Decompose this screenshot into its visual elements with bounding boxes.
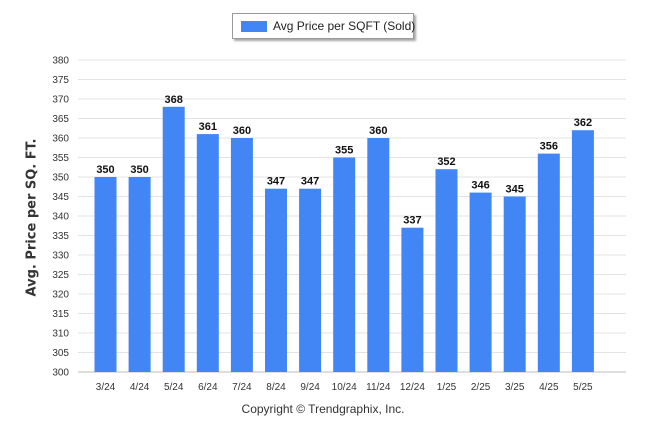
data-label: 347 xyxy=(267,176,285,188)
data-label: 355 xyxy=(335,145,353,157)
bar-3/24 xyxy=(94,177,117,372)
data-label: 345 xyxy=(506,184,524,196)
bars xyxy=(94,106,594,373)
legend-swatch xyxy=(241,21,267,32)
x-tick-label: 1/25 xyxy=(437,382,457,393)
data-label: 350 xyxy=(96,164,114,176)
data-label: 347 xyxy=(301,176,319,188)
x-tick-label: 9/24 xyxy=(300,382,320,393)
bar-4/25 xyxy=(537,153,560,372)
bar-12/24 xyxy=(401,227,424,372)
data-label: 360 xyxy=(369,125,387,137)
x-tick-label: 3/25 xyxy=(505,382,525,393)
y-tick-label: 350 xyxy=(52,173,69,184)
bar-3/25 xyxy=(503,196,526,372)
data-label: 350 xyxy=(130,164,148,176)
data-label: 361 xyxy=(199,121,217,133)
bar-4/24 xyxy=(128,177,151,372)
data-label: 352 xyxy=(437,156,455,168)
data-label: 356 xyxy=(540,141,558,153)
y-tick-label: 325 xyxy=(52,270,69,281)
y-tick-label: 370 xyxy=(52,95,69,106)
copyright-text: Copyright © Trendgraphix, Inc. xyxy=(241,402,405,416)
data-label: 346 xyxy=(471,180,489,192)
y-tick-label: 355 xyxy=(52,153,69,164)
y-tick-label: 305 xyxy=(52,348,69,359)
bar-2/25 xyxy=(469,192,492,372)
y-tick-label: 380 xyxy=(52,56,69,67)
x-tick-label: 4/25 xyxy=(539,382,559,393)
data-label: 368 xyxy=(165,94,183,106)
x-tick-label: 6/24 xyxy=(198,382,218,393)
bar-5/24 xyxy=(162,106,185,373)
bar-11/24 xyxy=(367,138,390,372)
y-tick-label: 360 xyxy=(52,134,69,145)
x-tick-label: 12/24 xyxy=(400,382,425,393)
bar-5/25 xyxy=(571,130,594,372)
data-labels: 350 350 368 361 360 347 347 355 360 337 352 346 345 3… xyxy=(96,94,592,227)
x-tick-label: 2/25 xyxy=(471,382,491,393)
y-tick-label: 340 xyxy=(52,212,69,223)
y-tick-label: 320 xyxy=(52,290,69,301)
y-tick-label: 330 xyxy=(52,251,69,262)
x-tick-label: 10/24 xyxy=(332,382,357,393)
y-axis-label: Avg. Price per SQ. FT. xyxy=(24,138,40,297)
y-tick-label: 375 xyxy=(52,75,69,86)
bar-9/24 xyxy=(299,188,322,372)
x-tick-label: 4/24 xyxy=(130,382,150,393)
x-tick-label: 11/24 xyxy=(366,382,391,393)
x-axis-ticks: 3/24 4/24 5/24 6/24 7/24 8/24 9/24 10/24 11/24 12… xyxy=(96,382,593,393)
bar-6/24 xyxy=(196,134,219,372)
y-axis-ticks: 300 305 310 315 320 325 330 335 340 345 350 355 360 3… xyxy=(52,56,69,379)
y-tick-label: 310 xyxy=(52,329,69,340)
bar-7/24 xyxy=(230,138,253,372)
y-tick-label: 315 xyxy=(52,309,69,320)
x-tick-label: 5/24 xyxy=(164,382,184,393)
x-tick-label: 3/24 xyxy=(96,382,116,393)
x-tick-label: 8/24 xyxy=(266,382,286,393)
x-tick-label: 5/25 xyxy=(573,382,593,393)
legend: Avg Price per SQFT (Sold) xyxy=(232,13,416,39)
y-tick-label: 335 xyxy=(52,231,69,242)
y-tick-label: 365 xyxy=(52,114,69,125)
data-label: 362 xyxy=(574,117,592,129)
bar-1/25 xyxy=(435,169,458,372)
data-label: 337 xyxy=(403,215,421,227)
y-tick-label: 345 xyxy=(52,192,69,203)
bar-10/24 xyxy=(333,157,356,372)
data-label: 360 xyxy=(233,125,251,137)
x-tick-label: 7/24 xyxy=(232,382,252,393)
y-tick-label: 300 xyxy=(52,368,69,379)
legend-label: Avg Price per SQFT (Sold) xyxy=(273,19,416,33)
bar-8/24 xyxy=(265,188,287,372)
